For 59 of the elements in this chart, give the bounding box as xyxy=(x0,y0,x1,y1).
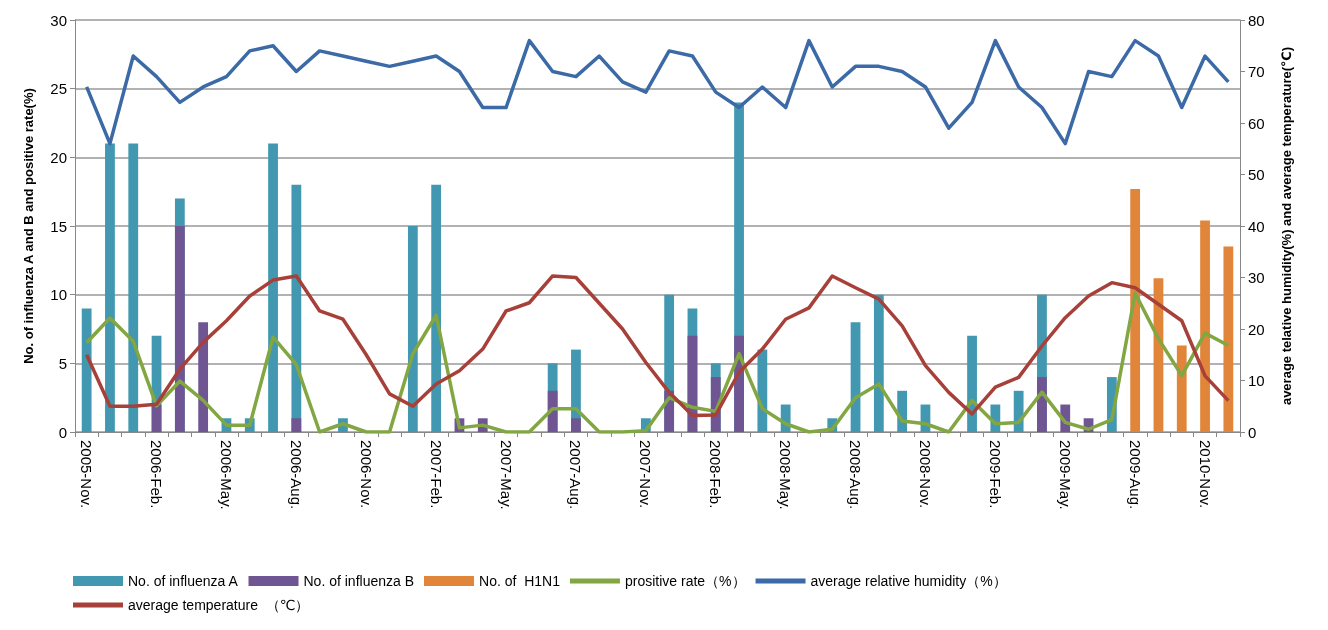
bar xyxy=(407,226,418,432)
y2-tick-label: 50 xyxy=(1248,166,1265,183)
x-tick-label: 2009-Feb. xyxy=(986,440,1004,509)
legend-label: average temperature （℃） xyxy=(128,597,310,613)
bar xyxy=(268,143,278,432)
x-tick-label: 2010-Nov. xyxy=(1196,440,1214,509)
x-tick-label: 2009-Aug. xyxy=(1126,440,1144,510)
y-tick-label: 25 xyxy=(50,80,67,98)
y2-tick-label: 70 xyxy=(1248,63,1265,80)
y2-axis-title: average telative humidity(%) and average temperature(℃) xyxy=(1279,46,1294,406)
y2-tick-label: 10 xyxy=(1248,372,1265,389)
x-tick-label: 2006-Nov. xyxy=(357,440,375,509)
x-tick-label: 2008-Aug. xyxy=(847,440,865,510)
x-tick-label: 2006-Feb. xyxy=(148,440,166,509)
bar xyxy=(1130,188,1141,432)
y-tick-label: 0 xyxy=(58,423,67,441)
bar xyxy=(571,418,581,432)
y-tick-label: 10 xyxy=(50,286,67,304)
legend-label: average relative humidity（%） xyxy=(810,573,1007,589)
bar xyxy=(1200,220,1210,432)
line-series xyxy=(84,38,1231,146)
y-axis-title: No. of influenza A and B and positive rate(%) xyxy=(21,88,36,364)
bar xyxy=(873,294,884,432)
y2-tick-label: 60 xyxy=(1248,114,1265,132)
y-tick-label: 15 xyxy=(50,217,67,235)
line-series xyxy=(84,274,1231,418)
y2-tick-label: 0 xyxy=(1248,423,1257,441)
legend-label: No. of influenza B xyxy=(303,573,415,589)
x-tick-label: 2009-May. xyxy=(1056,440,1074,510)
legend-label: No. of H1N1 xyxy=(479,573,561,589)
y2-tick-label: 30 xyxy=(1248,269,1265,286)
legend-label: prositive rate（%） xyxy=(624,573,746,589)
x-tick-label: 2005-Nov. xyxy=(78,440,96,509)
legend-label: No. of influenza A xyxy=(128,573,239,589)
bar xyxy=(291,418,302,432)
x-tick-label: 2007-Nov. xyxy=(637,440,655,509)
x-tick-label: 2006-May. xyxy=(217,440,235,510)
x-tick-label: 2007-Aug. xyxy=(567,440,585,510)
line-series xyxy=(84,291,1231,434)
x-tick-label: 2008-May. xyxy=(777,440,795,510)
bar xyxy=(198,322,209,432)
y-tick-label: 30 xyxy=(50,11,67,29)
bar xyxy=(128,143,139,432)
bar xyxy=(105,143,115,432)
x-tick-label: 2008-Feb. xyxy=(707,440,725,509)
y-tick-label: 20 xyxy=(50,148,67,166)
bar xyxy=(1223,246,1234,432)
y-tick-label: 5 xyxy=(58,354,67,372)
x-tick-label: 2008-Nov. xyxy=(916,440,934,509)
y2-tick-label: 40 xyxy=(1248,217,1265,235)
y2-tick-label: 20 xyxy=(1248,320,1265,338)
bar xyxy=(431,184,442,432)
y2-tick-label: 80 xyxy=(1248,11,1265,29)
x-tick-label: 2007-May. xyxy=(497,440,515,510)
x-tick-label: 2007-Feb. xyxy=(427,440,445,509)
bar xyxy=(1176,345,1187,432)
x-tick-label: 2006-Aug. xyxy=(287,440,305,510)
bar xyxy=(81,308,92,432)
bar xyxy=(547,390,558,432)
